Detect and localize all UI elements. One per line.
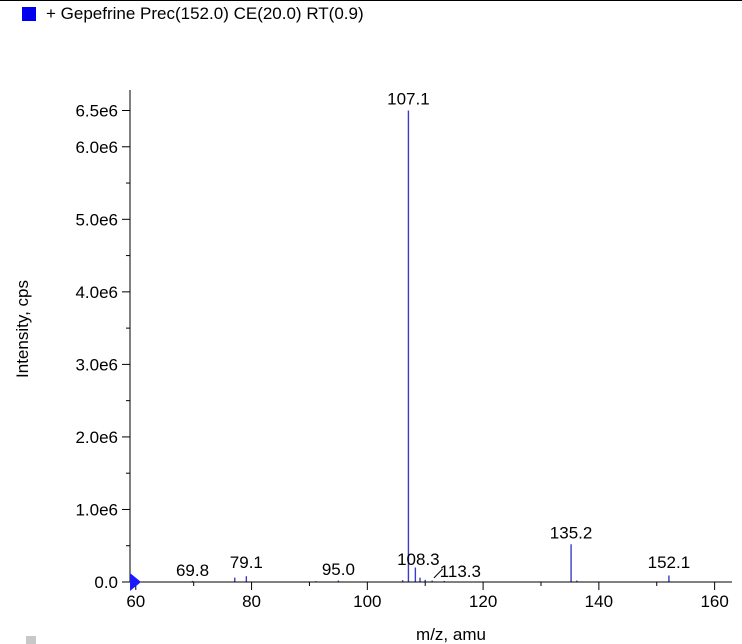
x-axis-ticks: 60 80 100 120 140 160 (126, 582, 728, 611)
y-axis-title: Intensity, cps (13, 280, 32, 378)
x-axis-title: m/z, amu (416, 625, 486, 644)
x-tick-label: 100 (353, 592, 381, 611)
peak-label: 95.0 (322, 560, 355, 579)
x-tick-label: 120 (469, 592, 497, 611)
peak-label: 108.3 (397, 550, 440, 569)
x-tick-label: 80 (242, 592, 261, 611)
y-tick-label: 6.5e6 (75, 102, 118, 121)
bottom-legend-marker (26, 636, 36, 644)
y-tick-label: 2.0e6 (75, 428, 118, 447)
peak-label: 107.1 (387, 90, 430, 109)
spectrum-peaks (193, 111, 669, 582)
y-tick-label: 5.0e6 (75, 210, 118, 229)
y-tick-label: 6.0e6 (75, 138, 118, 157)
x-tick-label: 140 (585, 592, 613, 611)
peak-label: 152.1 (648, 553, 691, 572)
peak-label: 113.3 (440, 562, 481, 581)
y-axis-ticks: 0.0 1.0e6 2.0e6 3.0e6 4.0e6 5.0e6 6.0e6 6.5e6 (75, 102, 130, 592)
x-tick-label: 160 (700, 592, 728, 611)
peak-label: 69.8 (176, 561, 209, 580)
y-tick-label: 4.0e6 (75, 283, 118, 302)
peak-label: 79.1 (230, 553, 263, 572)
y-tick-label: 1.0e6 (75, 500, 118, 519)
x-tick-label: 60 (126, 592, 145, 611)
y-tick-label: 3.0e6 (75, 355, 118, 374)
peak-label: 135.2 (550, 523, 593, 542)
y-tick-label: 0.0 (94, 573, 118, 592)
